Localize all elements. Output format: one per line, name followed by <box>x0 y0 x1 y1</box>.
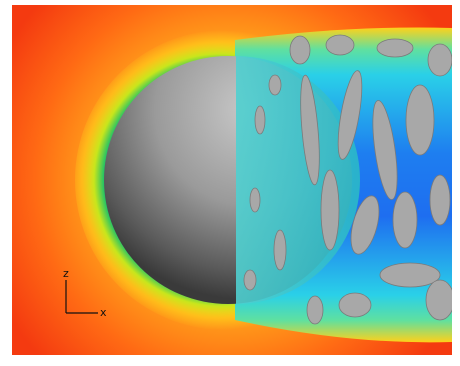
image: z x <box>12 5 454 355</box>
z-axis-label: z <box>63 267 69 280</box>
page: {"axes": {"vertical": "z", "horizontal":… <box>0 0 460 366</box>
x-axis-label: x <box>100 306 107 319</box>
flow-visualization: z x <box>0 0 460 366</box>
